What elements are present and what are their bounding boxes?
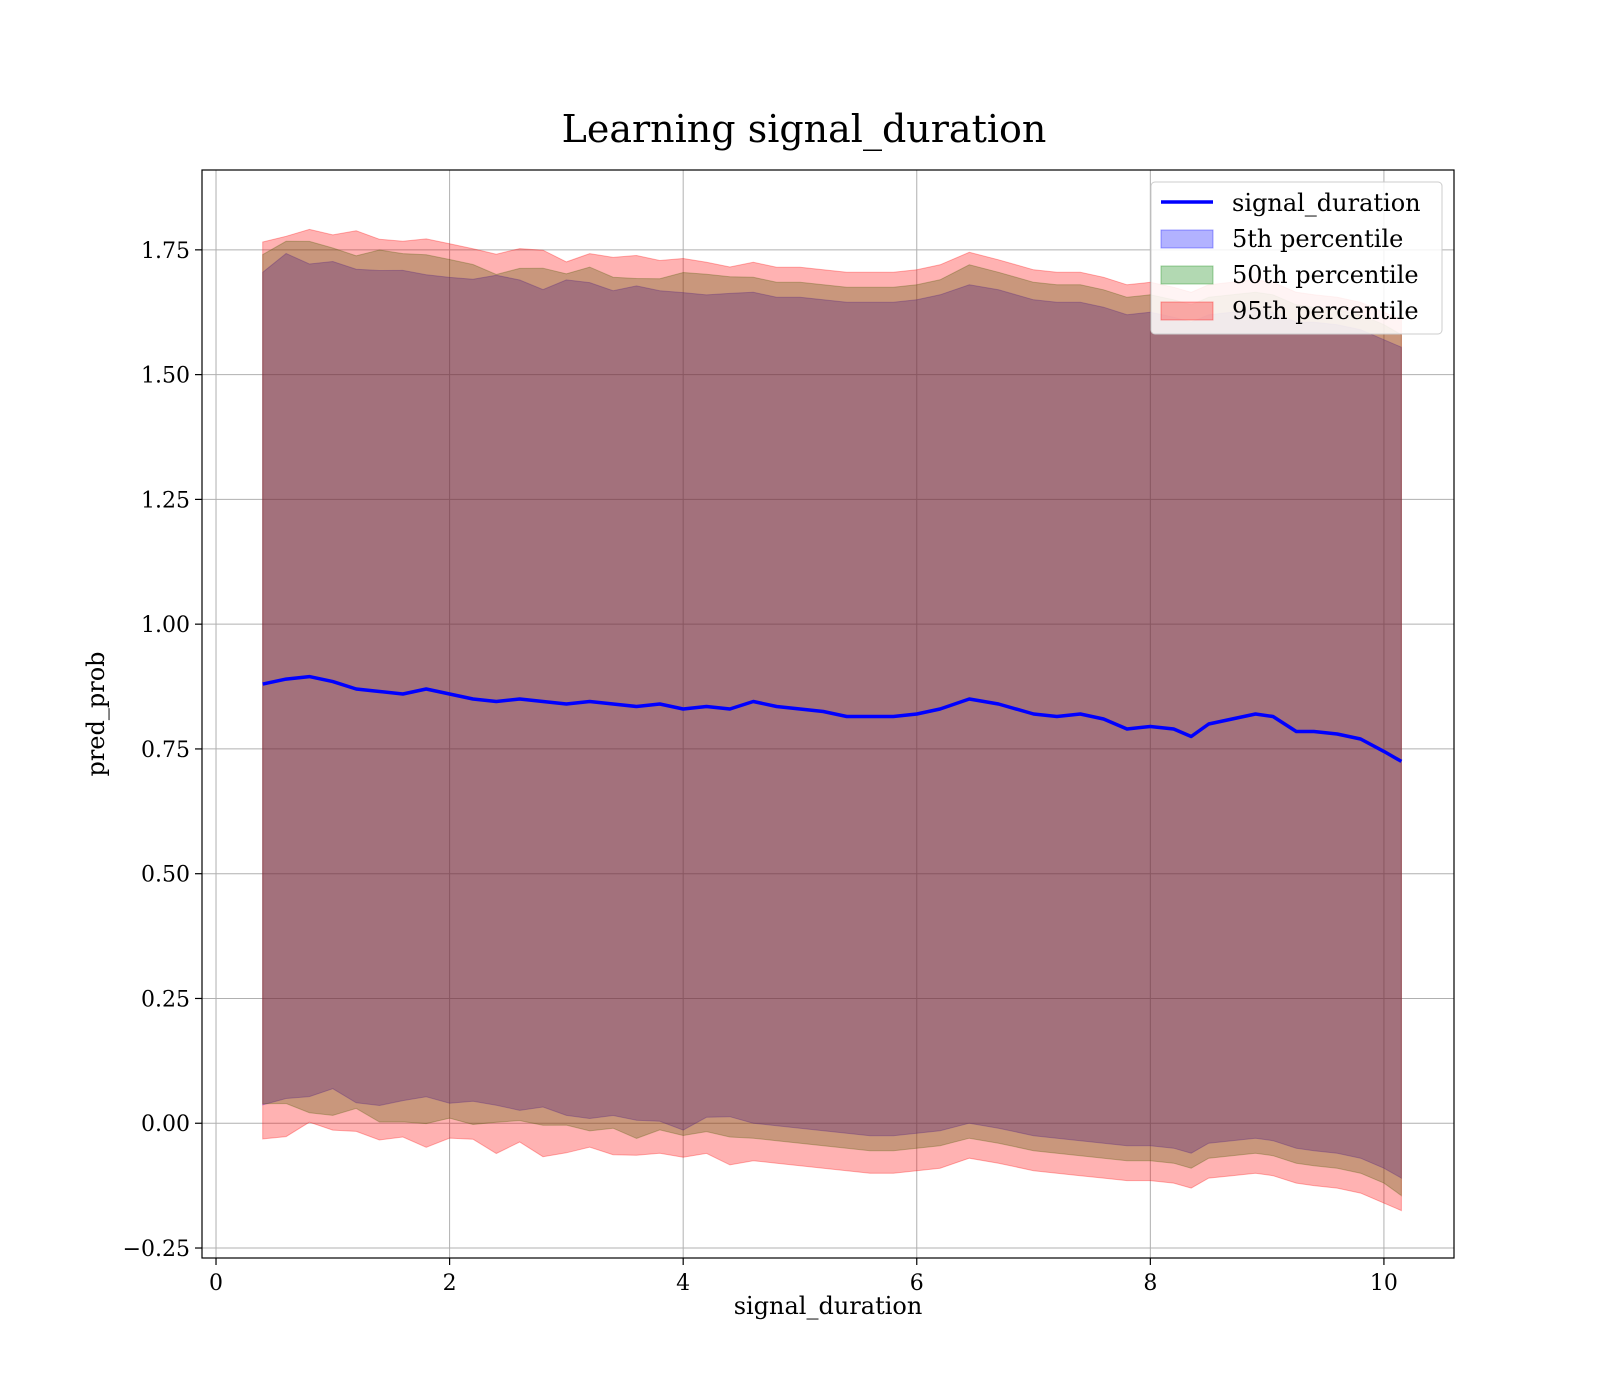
series-line-signal_duration <box>262 674 1403 763</box>
band-5th-percentile <box>262 252 1402 1179</box>
legend: signal_duration 5th percentile 50th perc… <box>1150 181 1443 335</box>
y-ticks: −0.25 0.00 0.25 0.50 0.75 1.00 1.25 1.50 1.75 <box>123 239 202 1262</box>
x-tick-label: 10 <box>1370 1271 1398 1296</box>
y-tick-label: −0.25 <box>123 1237 190 1262</box>
y-tick-label: 0.50 <box>141 863 190 888</box>
legend-label-line: signal_duration <box>1232 189 1421 217</box>
bands-layer <box>262 228 1402 1212</box>
legend-swatch-5th <box>1160 229 1214 249</box>
x-axis-label: signal_duration <box>734 1292 923 1320</box>
chart-title: Learning signal_duration <box>562 107 1047 152</box>
y-tick-label: 1.75 <box>141 239 190 264</box>
x-tick-label: 6 <box>910 1271 924 1296</box>
grid-layer <box>202 170 1454 1258</box>
plot-area: 0 2 4 6 8 10 −0.25 0.00 0.25 0.50 0.75 1.00 1.25 1.5… <box>123 169 1455 1296</box>
x-tick-label: 4 <box>676 1271 690 1296</box>
x-tick-label: 0 <box>209 1271 223 1296</box>
x-tick-label: 8 <box>1143 1271 1157 1296</box>
y-tick-label: 1.25 <box>141 488 190 513</box>
x-tick-label: 2 <box>443 1271 457 1296</box>
legend-box <box>1150 181 1443 335</box>
legend-swatch-50th <box>1160 265 1214 285</box>
legend-label-95th: 95th percentile <box>1232 297 1419 325</box>
legend-label-5th: 5th percentile <box>1232 225 1403 253</box>
y-tick-label: 0.25 <box>141 987 190 1012</box>
y-tick-label: 0.75 <box>141 738 190 763</box>
line-layer <box>262 674 1403 763</box>
y-axis-label: pred_prob <box>82 651 110 776</box>
x-ticks: 0 2 4 6 8 10 <box>209 1258 1398 1296</box>
y-tick-label: 1.00 <box>141 613 190 638</box>
band-50th-percentile <box>262 240 1402 1197</box>
plot-frame <box>201 169 1455 1259</box>
y-tick-label: 0.00 <box>141 1112 190 1137</box>
y-tick-label: 1.50 <box>141 364 190 389</box>
legend-swatch-95th <box>1160 301 1214 321</box>
band-95th-percentile <box>262 228 1402 1212</box>
legend-label-50th: 50th percentile <box>1232 261 1419 289</box>
